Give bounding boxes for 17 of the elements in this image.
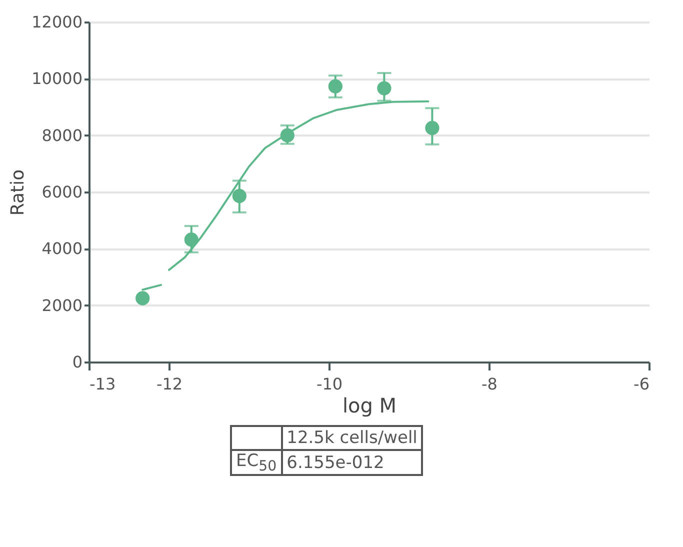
y-tick-label: 0 [72,352,82,372]
y-tick-label: 4000 [42,239,82,258]
x-axis-title: log M [342,394,397,418]
y-tick-label: 6000 [42,182,82,202]
x-tick-label: -8 [482,374,498,394]
x-tick-label: -6 [634,374,650,394]
x-tick-label: -12 [156,374,183,394]
text: EC$_{50}$ [231,450,282,476]
y-tick-label: 2000 [42,296,82,315]
y-axis-title: Ratio [8,169,29,216]
text: 12.5k cells/well [282,426,422,450]
x-tick-label: -13 [90,374,116,394]
text: 6.155e-012 [282,450,422,476]
y-tick-label: 12000 [32,12,82,32]
y-tick-label: 8000 [42,126,82,145]
x-tick-label: -10 [316,374,343,394]
y-tick-label: 10000 [32,69,82,88]
